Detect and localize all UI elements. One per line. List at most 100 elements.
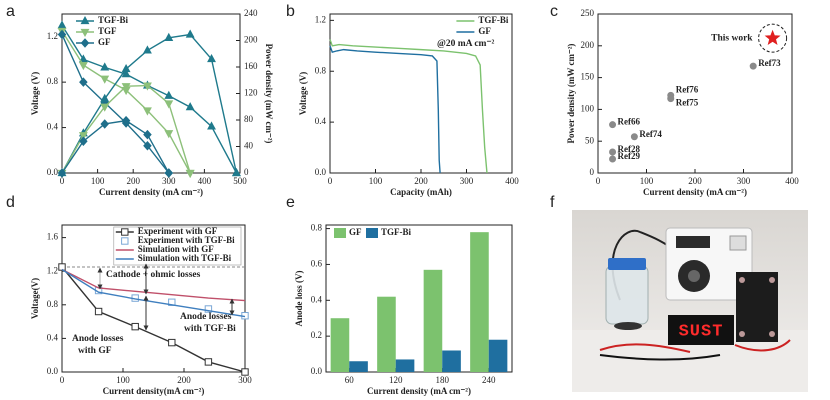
- legend-label: Simulation with GF: [138, 244, 215, 254]
- x-tick-label: 60: [345, 375, 355, 385]
- point-label: Ref28: [618, 144, 641, 154]
- y2-axis-label: Power density (mW cm⁻²): [264, 44, 274, 144]
- x-axis-label: Current density (mA cm⁻²): [643, 187, 747, 197]
- x-tick-label: 300: [238, 375, 252, 385]
- x-tick-label: 200: [126, 176, 140, 186]
- y-axis-label: Voltage(V): [30, 278, 40, 319]
- point: [100, 62, 110, 71]
- x-tick-label: 180: [436, 375, 450, 385]
- legend-label: GF: [98, 37, 111, 47]
- point: [185, 102, 195, 111]
- x-tick-label: 400: [198, 176, 212, 186]
- point: [204, 358, 213, 366]
- legend-marker: [121, 237, 129, 245]
- point: [609, 155, 617, 163]
- point: [57, 168, 67, 178]
- screw: [739, 331, 745, 337]
- x-tick-label: 500: [233, 176, 247, 186]
- x-axis-label: Current density (mA cm⁻²): [99, 187, 203, 197]
- y-tick-label: 0.4: [47, 332, 59, 342]
- point: [185, 29, 195, 38]
- legend-label: Simulation with TGF-Bi: [138, 253, 232, 263]
- bar: [395, 359, 415, 372]
- point-label: Ref29: [618, 151, 641, 161]
- legend-label: Experiment with GF: [138, 226, 218, 236]
- point: [78, 132, 88, 141]
- legend-label: GF: [478, 26, 491, 36]
- y-tick-label: 0.8: [311, 223, 323, 233]
- x-tick-label: 0: [60, 176, 65, 186]
- y-tick-label: 200: [581, 40, 595, 50]
- point: [100, 103, 110, 112]
- y-tick-label: 0.4: [315, 116, 327, 126]
- x-tick-label: 300: [460, 176, 474, 186]
- bar: [330, 318, 350, 372]
- screw: [739, 277, 745, 283]
- panel-letter: b: [286, 3, 295, 20]
- point: [142, 107, 152, 116]
- point: [57, 29, 67, 40]
- y-tick-label: 0.0: [311, 366, 323, 376]
- panel-letter: a: [6, 3, 15, 20]
- y-axis-label: Voltage (V): [298, 72, 308, 115]
- point: [131, 322, 139, 331]
- point: [78, 62, 88, 71]
- jar: [605, 265, 649, 325]
- point: [168, 338, 176, 347]
- point: [58, 263, 66, 271]
- photo: SUST: [572, 210, 808, 392]
- y-tick-label: 0.0: [47, 366, 59, 376]
- x-tick-label: 400: [785, 176, 799, 186]
- jar-cap: [608, 258, 646, 270]
- y-tick-label: 0.8: [47, 76, 59, 86]
- y-tick-label: 50: [585, 135, 595, 145]
- y-tick-label: 1.6: [47, 232, 59, 242]
- y-tick-label: 1.2: [315, 14, 326, 24]
- y-axis-label: Power density (mW cm⁻²): [566, 44, 576, 144]
- x-axis-label: Current density(mA cm⁻²): [103, 386, 205, 396]
- point: [609, 121, 617, 129]
- led-text: SUST: [679, 322, 724, 341]
- screw: [769, 277, 775, 283]
- x-axis-label: Capacity (mAh): [390, 187, 452, 197]
- point: [164, 100, 174, 109]
- y2-tick-label: 120: [244, 88, 258, 98]
- series-line: [61, 119, 170, 174]
- point: [231, 167, 241, 177]
- point: [749, 62, 757, 70]
- series-line: [61, 266, 246, 373]
- x-tick-label: 200: [688, 176, 702, 186]
- point: [143, 140, 152, 151]
- point: [100, 119, 109, 129]
- series-line: [61, 24, 238, 174]
- point: [164, 90, 174, 99]
- y-axis-label: Voltage (V): [30, 72, 40, 115]
- y-tick-label: 0.0: [315, 167, 327, 177]
- legend-label: GF: [349, 227, 362, 237]
- y-tick-label: 0.4: [47, 122, 59, 132]
- x-tick-label: 100: [91, 176, 105, 186]
- point: [79, 136, 88, 146]
- point-label: Ref76: [676, 84, 699, 94]
- point-label: Ref66: [618, 117, 641, 127]
- x-tick-label: 240: [482, 375, 496, 385]
- annotation: with TGF-Bi: [184, 324, 236, 334]
- point: [121, 83, 131, 92]
- point: [121, 69, 131, 78]
- plot-frame: [61, 224, 246, 373]
- y-axis-label: Anode loss (V): [294, 270, 304, 326]
- point: [100, 75, 110, 84]
- panel-letter: e: [286, 194, 295, 211]
- y-tick-label: 1.2: [47, 31, 58, 41]
- point-label: Ref74: [639, 129, 662, 139]
- point: [142, 45, 152, 54]
- pump-display: [676, 236, 710, 248]
- point: [207, 54, 216, 63]
- point: [609, 148, 617, 156]
- wire-black: [599, 354, 721, 361]
- y-tick-label: 250: [581, 8, 595, 18]
- point: [204, 305, 213, 313]
- annotation: with GF: [78, 346, 112, 356]
- fuel-cell: [736, 272, 778, 342]
